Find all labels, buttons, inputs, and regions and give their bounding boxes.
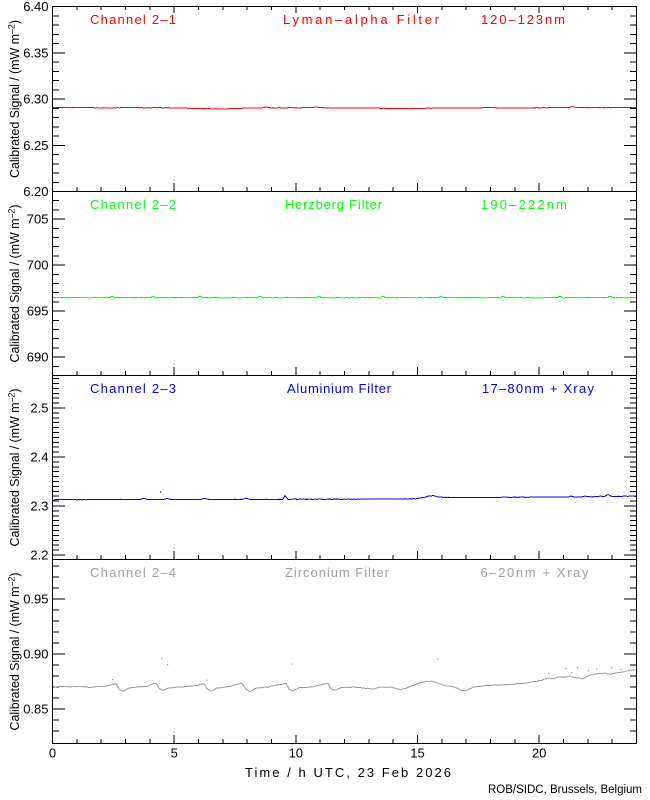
svg-text:Channel 2–1: Channel 2–1 — [90, 12, 176, 27]
svg-text:Time / h UTC, 23 Feb 2026: Time / h UTC, 23 Feb 2026 — [245, 765, 451, 780]
svg-text:2.4: 2.4 — [30, 450, 48, 465]
svg-text:Lyman–alpha Filter: Lyman–alpha Filter — [283, 12, 440, 27]
svg-text:700: 700 — [27, 258, 49, 273]
svg-text:2.3: 2.3 — [30, 499, 48, 514]
svg-text:6–20nm + Xray: 6–20nm + Xray — [481, 565, 590, 580]
svg-text:6.25: 6.25 — [23, 138, 48, 153]
svg-text:695: 695 — [27, 304, 49, 319]
svg-text:Zirconium Filter: Zirconium Filter — [285, 565, 390, 580]
svg-text:6.40: 6.40 — [23, 0, 48, 14]
svg-text:Calibrated Signal / (mW m–2): Calibrated Signal / (mW m–2) — [7, 389, 23, 547]
svg-text:0: 0 — [49, 746, 56, 761]
svg-text:0.90: 0.90 — [23, 647, 48, 662]
svg-text:ROB/SIDC, Brussels, Belgium: ROB/SIDC, Brussels, Belgium — [488, 784, 642, 796]
svg-text:Channel 2–4: Channel 2–4 — [90, 565, 176, 580]
svg-text:5: 5 — [171, 746, 178, 761]
svg-text:10: 10 — [289, 746, 303, 761]
svg-text:6.35: 6.35 — [23, 45, 48, 60]
svg-text:2.2: 2.2 — [30, 548, 48, 563]
svg-text:Calibrated Signal / (mW m–2): Calibrated Signal / (mW m–2) — [7, 20, 23, 178]
svg-text:Aluminium Filter: Aluminium Filter — [287, 381, 392, 396]
svg-text:0.95: 0.95 — [23, 592, 48, 607]
svg-text:6.30: 6.30 — [23, 92, 48, 107]
svg-text:2.5: 2.5 — [30, 401, 48, 416]
svg-text:Channel 2–3: Channel 2–3 — [90, 381, 176, 396]
svg-text:Calibrated Signal / (mW m–2): Calibrated Signal / (mW m–2) — [7, 573, 23, 731]
svg-text:15: 15 — [410, 746, 424, 761]
svg-text:Channel 2–2: Channel 2–2 — [90, 197, 176, 212]
svg-text:Calibrated Signal / (mW m–2): Calibrated Signal / (mW m–2) — [7, 205, 23, 363]
svg-text:705: 705 — [27, 212, 49, 227]
svg-text:690: 690 — [27, 350, 49, 365]
svg-text:0.85: 0.85 — [23, 702, 48, 717]
svg-text:120–123nm: 120–123nm — [481, 12, 565, 27]
svg-text:190–222nm: 190–222nm — [481, 197, 567, 212]
svg-text:6.20: 6.20 — [23, 184, 48, 199]
svg-text:17–80nm + Xray: 17–80nm + Xray — [482, 381, 595, 396]
svg-text:20: 20 — [532, 746, 546, 761]
svg-text:Herzberg Filter: Herzberg Filter — [285, 197, 383, 212]
